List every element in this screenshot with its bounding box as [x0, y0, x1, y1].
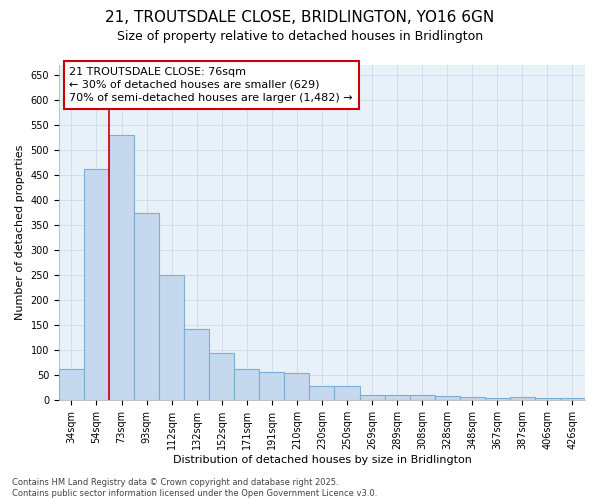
Text: 21 TROUTSDALE CLOSE: 76sqm
← 30% of detached houses are smaller (629)
70% of sem: 21 TROUTSDALE CLOSE: 76sqm ← 30% of deta…	[70, 66, 353, 103]
Bar	[109, 135, 134, 400]
Bar	[84, 168, 109, 400]
Bar	[510, 397, 535, 400]
X-axis label: Distribution of detached houses by size in Bridlington: Distribution of detached houses by size …	[173, 455, 472, 465]
Bar	[460, 397, 485, 400]
Text: Size of property relative to detached houses in Bridlington: Size of property relative to detached ho…	[117, 30, 483, 43]
Bar	[234, 369, 259, 400]
Bar	[560, 398, 585, 400]
Bar	[359, 396, 385, 400]
Text: 21, TROUTSDALE CLOSE, BRIDLINGTON, YO16 6GN: 21, TROUTSDALE CLOSE, BRIDLINGTON, YO16 …	[106, 10, 494, 25]
Bar	[485, 398, 510, 400]
Text: Contains HM Land Registry data © Crown copyright and database right 2025.
Contai: Contains HM Land Registry data © Crown c…	[12, 478, 377, 498]
Bar	[410, 395, 434, 400]
Bar	[334, 386, 359, 400]
Bar	[259, 372, 284, 400]
Bar	[284, 373, 310, 400]
Bar	[535, 398, 560, 400]
Bar	[310, 386, 334, 400]
Bar	[59, 370, 84, 400]
Bar	[434, 396, 460, 400]
Bar	[184, 329, 209, 400]
Bar	[134, 212, 159, 400]
Y-axis label: Number of detached properties: Number of detached properties	[15, 145, 25, 320]
Bar	[385, 395, 410, 400]
Bar	[159, 275, 184, 400]
Bar	[209, 354, 234, 401]
